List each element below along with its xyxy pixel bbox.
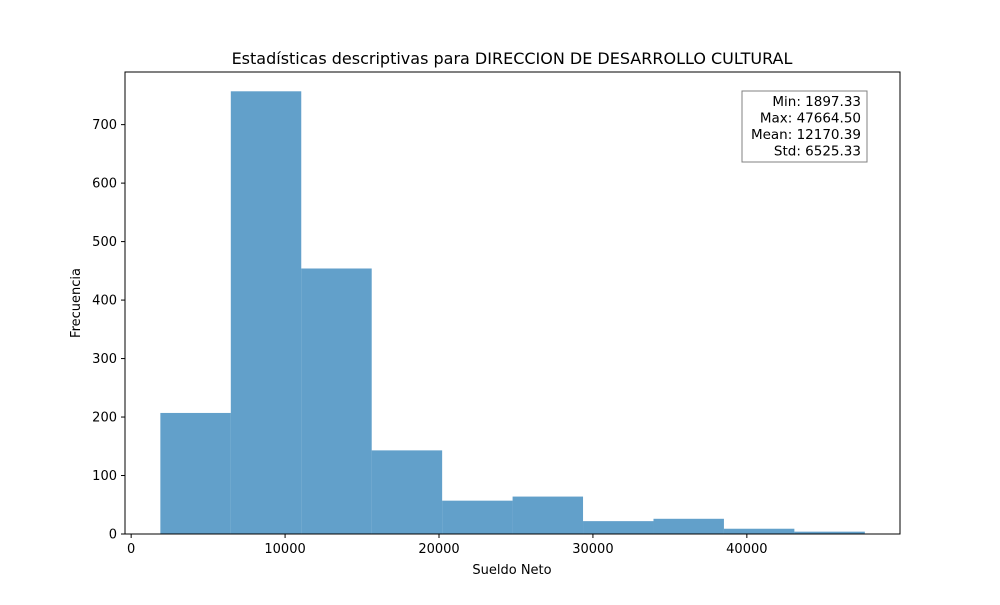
- y-tick-label: 600: [92, 177, 117, 192]
- histogram-bar: [512, 496, 584, 534]
- x-tick-label: 30000: [572, 542, 613, 557]
- y-tick-label: 400: [92, 294, 117, 309]
- stats-max: Max: 47664.50: [760, 111, 861, 127]
- plot-frame: [124, 71, 901, 535]
- bars-layer: [160, 91, 865, 534]
- y-axis-ticks: 0 100 200 300 400 500 600 700: [92, 118, 125, 543]
- histogram-bar: [653, 518, 724, 534]
- histogram-bar: [723, 528, 795, 534]
- x-axis-ticks: 0 10000 20000 30000 40000: [127, 534, 768, 557]
- x-axis-label: Sueldo Neto: [472, 563, 551, 578]
- chart-title: Estadísticas descriptivas para DIRECCION…: [232, 49, 793, 68]
- histogram-bar: [371, 450, 443, 534]
- histogram-bar: [160, 412, 231, 534]
- x-tick-label: 10000: [264, 542, 305, 557]
- stats-box: Min: 1897.33 Max: 47664.50 Mean: 12170.3…: [741, 90, 868, 163]
- y-tick-label: 100: [92, 469, 117, 484]
- y-tick-label: 200: [92, 411, 117, 426]
- x-tick-label: 20000: [418, 542, 459, 557]
- histogram-bar: [301, 268, 372, 534]
- stats-mean: Mean: 12170.39: [751, 127, 861, 143]
- x-tick-label: 40000: [726, 542, 767, 557]
- y-tick-label: 500: [92, 235, 117, 250]
- histogram-bar: [230, 91, 302, 534]
- x-tick-label: 0: [127, 542, 135, 557]
- stats-box-frame: [741, 90, 868, 163]
- histogram-bar: [583, 521, 654, 534]
- stats-min: Min: 1897.33: [772, 94, 861, 110]
- y-axis-label: Frecuencia: [69, 268, 84, 338]
- y-tick-label: 300: [92, 352, 117, 367]
- stats-std: Std: 6525.33: [774, 144, 861, 160]
- histogram-bar: [794, 531, 865, 534]
- y-tick-label: 0: [109, 528, 117, 543]
- y-tick-label: 700: [92, 118, 117, 133]
- histogram-bar: [442, 500, 513, 534]
